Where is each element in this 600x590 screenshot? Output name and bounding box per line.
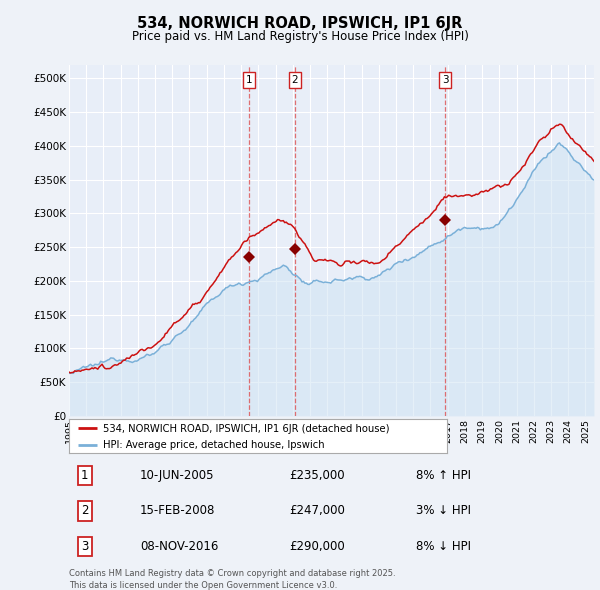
Text: Contains HM Land Registry data © Crown copyright and database right 2025.
This d: Contains HM Land Registry data © Crown c… (69, 569, 395, 590)
Text: 534, NORWICH ROAD, IPSWICH, IP1 6JR: 534, NORWICH ROAD, IPSWICH, IP1 6JR (137, 16, 463, 31)
Text: 2: 2 (81, 504, 89, 517)
Text: £290,000: £290,000 (290, 540, 345, 553)
Text: 2: 2 (292, 75, 298, 85)
Text: Price paid vs. HM Land Registry's House Price Index (HPI): Price paid vs. HM Land Registry's House … (131, 30, 469, 43)
Text: 3: 3 (442, 75, 448, 85)
Text: 3% ↓ HPI: 3% ↓ HPI (415, 504, 470, 517)
Text: 3: 3 (81, 540, 88, 553)
Text: 1: 1 (245, 75, 252, 85)
Text: 08-NOV-2016: 08-NOV-2016 (140, 540, 218, 553)
Text: 10-JUN-2005: 10-JUN-2005 (140, 469, 214, 482)
Text: £247,000: £247,000 (290, 504, 346, 517)
Text: £235,000: £235,000 (290, 469, 345, 482)
Text: 8% ↑ HPI: 8% ↑ HPI (415, 469, 470, 482)
Text: 8% ↓ HPI: 8% ↓ HPI (415, 540, 470, 553)
Text: HPI: Average price, detached house, Ipswich: HPI: Average price, detached house, Ipsw… (103, 440, 325, 450)
Text: 534, NORWICH ROAD, IPSWICH, IP1 6JR (detached house): 534, NORWICH ROAD, IPSWICH, IP1 6JR (det… (103, 424, 389, 434)
Text: 15-FEB-2008: 15-FEB-2008 (140, 504, 215, 517)
Text: 1: 1 (81, 469, 89, 482)
